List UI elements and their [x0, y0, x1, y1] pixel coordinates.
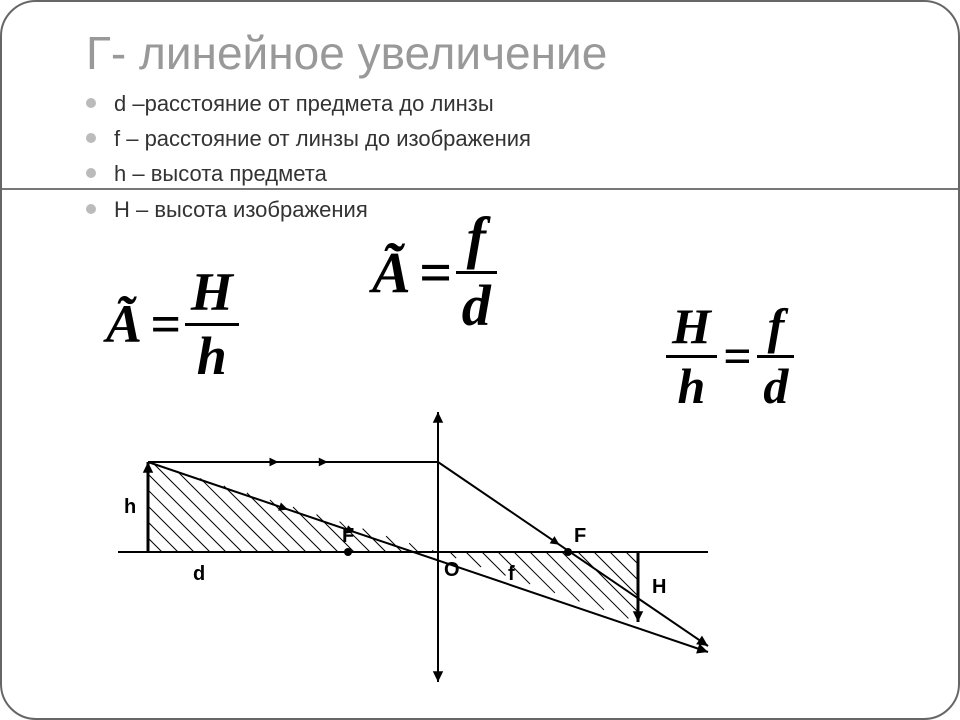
- fraction-right: f d: [757, 300, 794, 412]
- fraction-numerator: H: [666, 300, 717, 353]
- fraction: f d: [456, 208, 497, 337]
- def-item: H – высота изображения: [86, 192, 918, 227]
- svg-text:f: f: [508, 563, 515, 585]
- formula-lhs: Ã: [368, 239, 415, 306]
- fraction-denominator: d: [757, 360, 794, 413]
- formula-magnification-fd: Ã = f d: [368, 208, 497, 337]
- fraction-denominator: h: [191, 328, 233, 385]
- fraction-numerator: H: [185, 264, 239, 321]
- slide-frame: Г- линейное увеличение d –расстояние от …: [0, 0, 960, 720]
- definitions-list: d –расстояние от предмета до линзы f – р…: [86, 86, 918, 227]
- svg-text:F: F: [574, 525, 586, 547]
- svg-text:d: d: [193, 563, 205, 585]
- equals-sign: =: [415, 239, 456, 306]
- formula-magnification-Hh: Ã = H h: [102, 264, 239, 384]
- svg-text:F: F: [342, 525, 354, 547]
- def-item: h – высота предмета: [86, 156, 918, 191]
- fraction: H h: [185, 264, 239, 384]
- fraction-numerator: f: [461, 208, 492, 269]
- lens-ray-diagram: h d F Of F H: [98, 392, 718, 692]
- equals-sign: =: [146, 293, 185, 355]
- svg-text:h: h: [124, 496, 136, 518]
- svg-text:O: O: [444, 559, 460, 581]
- def-item: d –расстояние от предмета до линзы: [86, 86, 918, 121]
- slide-title: Г- линейное увеличение: [86, 26, 918, 80]
- formula-lhs: Ã: [102, 293, 146, 355]
- fraction-numerator: f: [762, 300, 791, 353]
- def-item: f – расстояние от линзы до изображения: [86, 121, 918, 156]
- divider-line: [2, 188, 958, 190]
- svg-text:H: H: [652, 576, 666, 598]
- equals-sign: =: [717, 327, 758, 385]
- fraction-denominator: d: [456, 276, 497, 337]
